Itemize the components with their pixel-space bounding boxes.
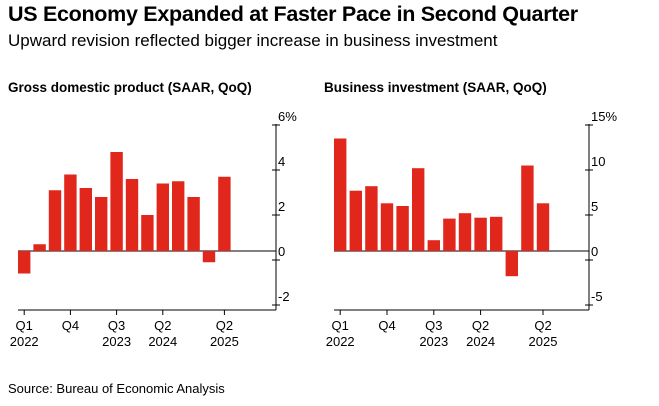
gdp-bar bbox=[110, 152, 123, 251]
investment-xtick-label: Q3 bbox=[425, 318, 442, 333]
investment-xtick-year: 2023 bbox=[419, 334, 448, 349]
gdp-xtick-label: Q2 bbox=[216, 318, 233, 333]
gdp-ytick-label: 6% bbox=[278, 109, 297, 124]
gdp-bar bbox=[79, 188, 92, 251]
investment-xtick-label: Q4 bbox=[378, 318, 395, 333]
gdp-xtick-year: 2023 bbox=[102, 334, 131, 349]
gdp-xtick-year: 2022 bbox=[10, 334, 39, 349]
gdp-bar bbox=[172, 181, 185, 251]
gdp-xtick-label: Q3 bbox=[108, 318, 125, 333]
investment-xtick-year: 2022 bbox=[326, 334, 355, 349]
investment-bar bbox=[349, 190, 362, 251]
investment-bar bbox=[412, 168, 425, 251]
gdp-xtick-label: Q2 bbox=[154, 318, 171, 333]
investment-bar bbox=[536, 203, 550, 251]
gdp-bar bbox=[187, 197, 200, 251]
gdp-bar bbox=[156, 183, 169, 251]
investment-bar bbox=[365, 186, 378, 251]
investment-xtick-year: 2024 bbox=[466, 334, 495, 349]
gdp-ytick-label: -2 bbox=[278, 289, 290, 304]
investment-bar bbox=[505, 251, 518, 277]
investment-bar bbox=[334, 138, 347, 251]
gdp-xtick-year: 2024 bbox=[148, 334, 177, 349]
gdp-bar bbox=[125, 179, 139, 251]
gdp-bar bbox=[95, 197, 108, 251]
investment-ytick-label: 0 bbox=[591, 244, 598, 259]
gdp-bar bbox=[33, 244, 46, 251]
investment-bar bbox=[521, 165, 534, 251]
gdp-xtick-label: Q1 bbox=[16, 318, 33, 333]
gdp-ytick-label: 0 bbox=[278, 244, 285, 259]
investment-bar bbox=[458, 213, 472, 251]
investment-xtick-label: Q2 bbox=[534, 318, 551, 333]
investment-panel-title: Business investment (SAAR, QoQ) bbox=[324, 80, 547, 95]
gdp-xtick-year: 2025 bbox=[210, 334, 239, 349]
gdp-ytick-label: 4 bbox=[278, 154, 285, 169]
gdp-ytick-label: 2 bbox=[278, 199, 285, 214]
investment-bar bbox=[443, 218, 456, 251]
gdp-xtick-label: Q4 bbox=[62, 318, 79, 333]
investment-xtick-year: 2025 bbox=[529, 334, 558, 349]
investment-xtick-label: Q1 bbox=[332, 318, 349, 333]
investment-ytick-label: -5 bbox=[591, 289, 603, 304]
investment-bar bbox=[490, 216, 503, 251]
gdp-bar bbox=[218, 176, 231, 251]
gdp-bar bbox=[64, 174, 77, 251]
investment-bar bbox=[396, 206, 409, 251]
gdp-bar bbox=[18, 251, 31, 274]
gdp-panel-title: Gross domestic product (SAAR, QoQ) bbox=[8, 80, 252, 95]
investment-bar bbox=[427, 240, 440, 251]
investment-bar bbox=[380, 203, 394, 251]
gdp-bar bbox=[48, 190, 62, 251]
gdp-bar bbox=[202, 251, 216, 263]
chart-subtitle: Upward revision reflected bigger increas… bbox=[8, 31, 498, 50]
chart-title: US Economy Expanded at Faster Pace in Se… bbox=[8, 2, 578, 26]
investment-ytick-label: 15% bbox=[591, 109, 617, 124]
gdp-bar bbox=[141, 215, 154, 251]
investment-bar bbox=[474, 217, 487, 251]
source-note: Source: Bureau of Economic Analysis bbox=[8, 381, 225, 396]
investment-ytick-label: 5 bbox=[591, 199, 598, 214]
investment-xtick-label: Q2 bbox=[472, 318, 489, 333]
investment-ytick-label: 10 bbox=[591, 154, 605, 169]
